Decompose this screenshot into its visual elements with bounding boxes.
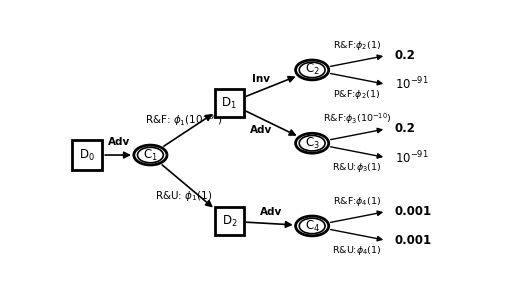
Circle shape — [137, 147, 163, 163]
Text: $10^{-91}$: $10^{-91}$ — [395, 76, 429, 93]
Text: $10^{-91}$: $10^{-91}$ — [395, 149, 429, 166]
Circle shape — [299, 62, 325, 78]
Circle shape — [299, 218, 325, 234]
Text: D$_0$: D$_0$ — [79, 147, 95, 163]
Text: C$_3$: C$_3$ — [305, 136, 320, 151]
Text: Adv: Adv — [260, 207, 282, 217]
Text: 0.001: 0.001 — [395, 234, 432, 247]
Text: R&F:$\phi_2(1)$: R&F:$\phi_2(1)$ — [333, 39, 381, 52]
Text: R&U:$\phi_3(1)$: R&U:$\phi_3(1)$ — [332, 161, 382, 174]
Text: D$_2$: D$_2$ — [221, 214, 237, 229]
Text: 0.2: 0.2 — [395, 49, 416, 62]
FancyBboxPatch shape — [215, 89, 243, 117]
Text: C$_1$: C$_1$ — [143, 147, 158, 163]
Circle shape — [296, 133, 329, 153]
Text: C$_2$: C$_2$ — [305, 62, 320, 77]
Text: R&U: $\phi_1(1)$: R&U: $\phi_1(1)$ — [155, 189, 212, 203]
Text: 0.001: 0.001 — [395, 205, 432, 218]
FancyBboxPatch shape — [215, 207, 243, 235]
Text: Adv: Adv — [249, 125, 272, 135]
FancyBboxPatch shape — [72, 140, 102, 170]
Text: P&F:$\phi_2(1)$: P&F:$\phi_2(1)$ — [333, 87, 381, 101]
Circle shape — [296, 60, 329, 80]
Text: 0.2: 0.2 — [395, 122, 416, 135]
Text: R&U:$\phi_4(1)$: R&U:$\phi_4(1)$ — [332, 244, 382, 257]
Circle shape — [134, 145, 167, 165]
Text: Inv: Inv — [252, 74, 270, 84]
Text: C$_4$: C$_4$ — [304, 218, 320, 234]
Circle shape — [296, 216, 329, 236]
Text: Adv: Adv — [108, 137, 130, 147]
Text: R&F:$\phi_3(10^{-10})$: R&F:$\phi_3(10^{-10})$ — [323, 111, 391, 126]
Text: R&F: $\phi_1(10^{-30})$: R&F: $\phi_1(10^{-30})$ — [145, 112, 222, 128]
Text: D$_1$: D$_1$ — [221, 95, 237, 111]
Text: R&F:$\phi_4(1)$: R&F:$\phi_4(1)$ — [333, 195, 381, 208]
Circle shape — [299, 135, 325, 151]
